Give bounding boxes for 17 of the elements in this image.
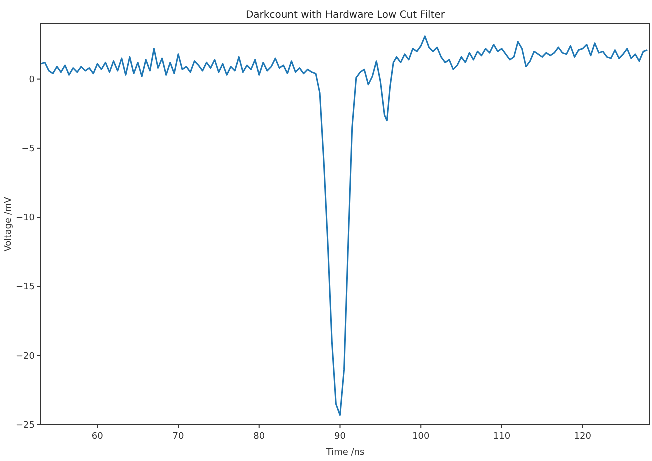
y-tick-label: −15 (16, 282, 35, 293)
x-tick-label: 110 (493, 432, 511, 442)
x-tick-label: 80 (254, 432, 266, 442)
x-tick-label: 60 (92, 432, 104, 442)
x-axis-title: Time /ns (325, 448, 365, 458)
y-tick-label: 0 (29, 75, 36, 86)
chart-title: Darkcount with Hardware Low Cut Filter (246, 10, 446, 21)
line-series (41, 36, 648, 416)
x-tick-label: 100 (412, 432, 430, 442)
y-tick-label: −10 (16, 214, 36, 224)
y-tick-label: −5 (22, 144, 35, 154)
y-tick-label: −25 (16, 421, 35, 431)
x-tick-label: 120 (574, 432, 592, 442)
x-tick-label: 70 (172, 432, 184, 442)
x-tick-label: 90 (334, 432, 346, 442)
y-axis-title: Voltage /mV (4, 196, 14, 252)
y-tick-label: −20 (16, 352, 36, 362)
